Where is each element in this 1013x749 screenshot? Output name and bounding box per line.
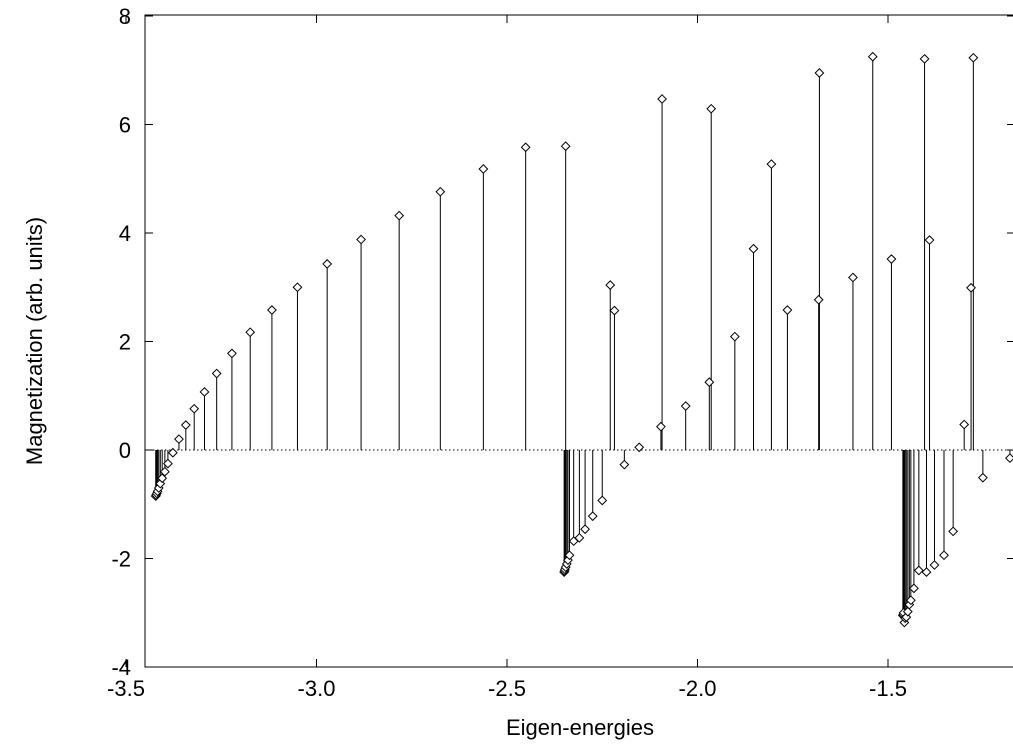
marker-69	[924, 235, 935, 245]
y-tick-labels: -4 -2 0 2 4 6 8	[111, 4, 131, 680]
marker-72	[948, 526, 959, 537]
marker-68	[919, 53, 930, 64]
marker-13	[199, 387, 210, 397]
diamond-markers	[150, 51, 1013, 628]
marker-52	[814, 68, 825, 78]
marker-11	[180, 420, 191, 430]
marker-50	[782, 305, 793, 315]
y-tick-label: 6	[119, 113, 131, 138]
y-tick-label: -2	[111, 547, 131, 572]
marker-62	[902, 606, 913, 617]
marker-9	[167, 447, 178, 458]
marker-8	[163, 458, 173, 469]
marker-75	[968, 52, 979, 63]
marker-17	[267, 305, 277, 315]
x-tick-labels: -3.5 -3.0 -2.5 -2.0 -1.5	[107, 676, 907, 701]
y-tick-label: 8	[119, 4, 131, 29]
marker-19	[322, 259, 333, 269]
marker-34	[574, 532, 585, 543]
marker-64	[905, 595, 916, 606]
marker-47	[729, 331, 740, 342]
marker-67	[921, 567, 932, 577]
y-axis-title: Magnetization (arb. units)	[22, 217, 47, 465]
marker-43	[657, 94, 667, 104]
marker-22	[435, 186, 446, 197]
marker-18	[292, 282, 303, 293]
marker-45	[704, 377, 715, 388]
y-tick-label: 4	[119, 221, 131, 246]
x-tick-label: -2.0	[679, 676, 717, 701]
marker-61	[901, 612, 912, 622]
marker-70	[929, 560, 940, 570]
x-tick-label: -3.0	[298, 676, 336, 701]
marker-6	[157, 473, 168, 484]
x-tick-label: -1.5	[869, 676, 907, 701]
marker-16	[245, 327, 256, 338]
marker-7	[159, 466, 170, 477]
marker-74	[966, 282, 976, 293]
marker-48	[748, 243, 759, 254]
x-tick-label: -3.5	[107, 676, 145, 701]
marker-41	[634, 442, 645, 453]
x-axis-title: Eigen-energies	[506, 715, 654, 740]
y-tick-label: 0	[119, 438, 131, 463]
y-tick-label: -4	[111, 655, 131, 680]
marker-55	[886, 254, 897, 264]
marker-39	[609, 305, 620, 316]
marker-49	[766, 159, 777, 170]
marker-71	[939, 550, 949, 561]
marker-40	[619, 459, 630, 470]
y-tick-label: 2	[119, 330, 131, 355]
plot-frame	[144, 14, 1013, 668]
marker-44	[680, 401, 691, 411]
marker-24	[520, 142, 531, 153]
marker-53	[848, 272, 858, 283]
marker-42	[656, 421, 666, 432]
marker-66	[913, 565, 924, 576]
marker-36	[587, 511, 598, 522]
marker-25	[560, 141, 571, 152]
marker-65	[909, 583, 919, 594]
marker-73	[959, 419, 970, 430]
marker-21	[394, 210, 405, 221]
marker-54	[867, 51, 878, 62]
marker-10	[174, 434, 184, 445]
marker-15	[227, 348, 237, 359]
marker-76	[977, 472, 988, 483]
marker-20	[356, 234, 366, 245]
stem-lines	[155, 56, 1011, 623]
marker-35	[580, 524, 591, 535]
marker-51	[813, 294, 824, 305]
x-tick-label: -2.5	[488, 676, 526, 701]
marker-46	[706, 103, 717, 114]
marker-37	[597, 495, 608, 506]
marker-23	[478, 164, 489, 174]
marker-38	[605, 280, 616, 290]
axis-ticks	[125, 15, 1013, 668]
marker-77	[1005, 453, 1013, 464]
marker-14	[211, 368, 222, 379]
marker-12	[189, 403, 200, 414]
marker-32	[564, 550, 575, 561]
